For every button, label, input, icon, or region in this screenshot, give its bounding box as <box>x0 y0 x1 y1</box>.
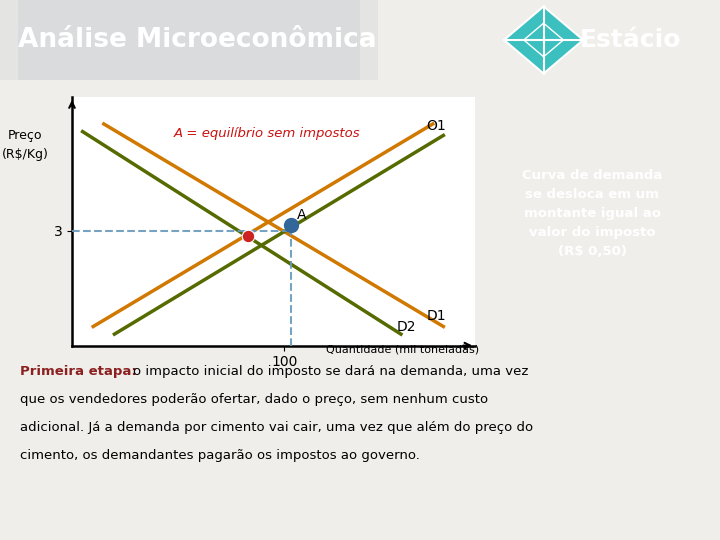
Text: A = equilíbrio sem impostos: A = equilíbrio sem impostos <box>174 127 361 140</box>
Bar <box>18 0 54 80</box>
Bar <box>234 0 270 80</box>
Text: Primeira etapa:: Primeira etapa: <box>20 364 137 377</box>
Bar <box>126 0 162 80</box>
Text: que os vendedores poderão ofertar, dado o preço, sem nenhum custo: que os vendedores poderão ofertar, dado … <box>20 393 488 406</box>
Bar <box>324 0 360 80</box>
Bar <box>180 0 216 80</box>
Bar <box>198 0 234 80</box>
Bar <box>270 0 306 80</box>
Text: Preço: Preço <box>8 129 42 142</box>
Bar <box>54 0 90 80</box>
Text: D1: D1 <box>426 309 446 322</box>
Text: A: A <box>297 208 307 222</box>
Bar <box>0 0 36 80</box>
Bar <box>252 0 288 80</box>
Text: adicional. Já a demanda por cimento vai cair, uma vez que além do preço do: adicional. Já a demanda por cimento vai … <box>20 421 534 434</box>
Bar <box>342 0 378 80</box>
Bar <box>108 0 144 80</box>
Text: Curva de demanda
se desloca em um
montante igual ao
valor do imposto
(R$ 0,50): Curva de demanda se desloca em um montan… <box>522 169 662 258</box>
Text: Estácio: Estácio <box>580 28 681 52</box>
Text: cimento, os demandantes pagarão os impostos ao governo.: cimento, os demandantes pagarão os impos… <box>20 449 420 462</box>
Bar <box>216 0 252 80</box>
Text: O1: O1 <box>426 119 446 133</box>
Bar <box>36 0 72 80</box>
Text: Quantidade (mil toneladas): Quantidade (mil toneladas) <box>325 345 479 355</box>
Bar <box>162 0 198 80</box>
Bar <box>72 0 108 80</box>
Bar <box>144 0 180 80</box>
Polygon shape <box>504 6 583 73</box>
Text: Análise Microeconômica: Análise Microeconômica <box>18 27 377 53</box>
Text: o impacto inicial do imposto se dará na demanda, uma vez: o impacto inicial do imposto se dará na … <box>133 364 528 377</box>
Bar <box>306 0 342 80</box>
Bar <box>288 0 324 80</box>
Text: (R$/Kg): (R$/Kg) <box>2 148 49 161</box>
Bar <box>90 0 126 80</box>
Text: D2: D2 <box>397 320 416 334</box>
